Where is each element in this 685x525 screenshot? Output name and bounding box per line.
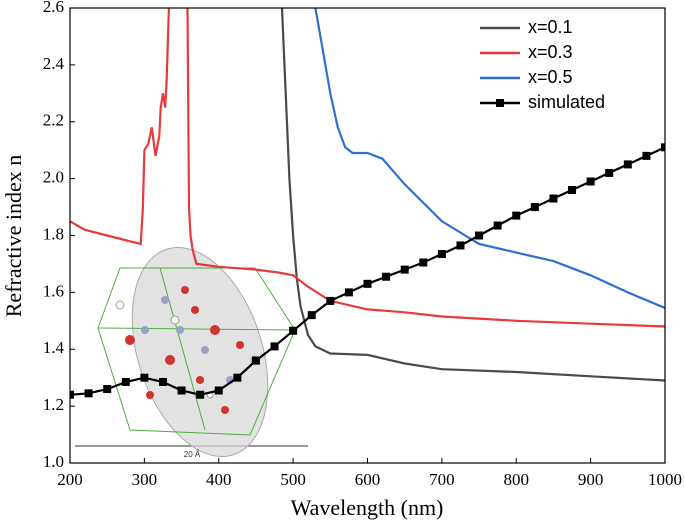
x-tick-label: 600 (355, 470, 381, 489)
series-marker (251, 356, 260, 365)
legend-label: x=0.5 (528, 67, 573, 87)
series-marker (326, 296, 335, 305)
x-tick-label: 200 (57, 470, 83, 489)
x-tick-label: 900 (578, 470, 604, 489)
y-axis-label: Refractive index n (1, 155, 26, 318)
series-marker (475, 231, 484, 240)
series-marker (605, 168, 614, 177)
series-marker (568, 186, 577, 194)
y-tick-label: 1.2 (43, 395, 64, 414)
x-tick-label: 700 (429, 470, 455, 489)
y-tick-label: 1.6 (43, 281, 64, 300)
series-marker (70, 390, 74, 399)
x-tick-label: 1000 (648, 470, 682, 489)
series-marker (456, 241, 465, 250)
plot-frame (69, 7, 666, 464)
series-marker (158, 377, 167, 386)
series-marker (289, 326, 298, 335)
series-marker (270, 342, 279, 351)
series-marker (623, 160, 632, 169)
series-marker (512, 211, 521, 220)
legend: x=0.1 x=0.3 x=0.5 simulated (480, 17, 605, 112)
series-marker (103, 385, 112, 394)
series-marker (586, 177, 595, 186)
x-tick-label: 800 (504, 470, 530, 489)
x-tick-label: 400 (206, 470, 232, 489)
series-marker (344, 288, 353, 297)
y-tick-label: 2.2 (43, 111, 64, 130)
legend-label: x=0.1 (528, 17, 573, 37)
series-marker (363, 279, 372, 288)
x-tick-label: 300 (132, 470, 158, 489)
y-tick-label: 2.6 (43, 0, 64, 16)
y-tick-label: 2.0 (43, 168, 64, 187)
series-marker (419, 258, 428, 267)
series-marker (233, 373, 242, 382)
series-marker (400, 265, 409, 274)
series-line (280, 8, 665, 382)
y-tick-label: 2.4 (43, 54, 65, 73)
series-marker (121, 377, 130, 386)
y-tick-label: 1.4 (43, 338, 65, 357)
series-marker (530, 203, 539, 212)
inset-structure: 20 Å (75, 247, 308, 459)
series-line (70, 8, 170, 246)
x-tick-label: 500 (280, 470, 306, 489)
series-marker (661, 143, 665, 152)
series-marker (549, 194, 558, 203)
legend-label: simulated (528, 92, 605, 112)
plot-area (70, 8, 665, 399)
series-marker (493, 221, 502, 230)
series-line (314, 8, 665, 310)
series-marker (84, 389, 93, 398)
series-marker (140, 373, 149, 382)
series-line (186, 8, 665, 328)
legend-marker (496, 99, 504, 107)
series-marker (642, 151, 651, 160)
legend-label: x=0.3 (528, 42, 573, 62)
series-marker (196, 390, 205, 399)
series-marker (214, 386, 223, 395)
series-marker (382, 272, 391, 281)
series-marker (177, 386, 186, 395)
y-tick-label: 1.8 (43, 224, 64, 243)
series-marker (437, 249, 446, 258)
x-axis-label: Wavelength (nm) (291, 495, 444, 520)
y-tick-label: 1.0 (43, 452, 64, 471)
inset-scale-label: 20 Å (184, 450, 201, 459)
series-marker (307, 311, 316, 320)
